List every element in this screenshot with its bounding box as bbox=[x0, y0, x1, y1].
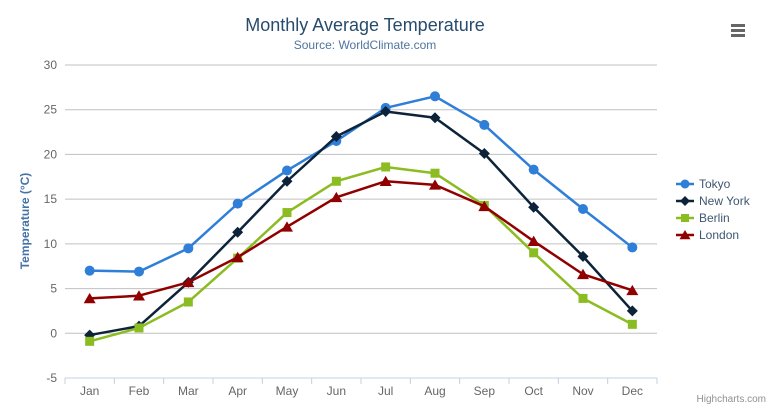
y-axis-title: Temperature (°C) bbox=[18, 172, 32, 270]
square-marker-icon[interactable] bbox=[331, 176, 341, 186]
legend-item-berlin[interactable]: Berlin bbox=[676, 210, 750, 225]
triangle-marker-icon[interactable] bbox=[626, 284, 639, 296]
legend-item-london[interactable]: London bbox=[676, 227, 750, 242]
legend-label: Berlin bbox=[699, 210, 730, 225]
credits-link[interactable]: Highcharts.com bbox=[696, 394, 766, 405]
circle-marker-icon[interactable] bbox=[479, 119, 490, 130]
x-axis-label: Nov bbox=[572, 384, 593, 398]
x-axis-label: Apr bbox=[228, 384, 247, 398]
hamburger-icon bbox=[731, 23, 749, 37]
y-axis-label: 30 bbox=[44, 58, 58, 72]
triangle-marker-icon[interactable] bbox=[133, 290, 145, 301]
triangle-marker-icon[interactable] bbox=[379, 175, 392, 187]
diamond-marker-icon[interactable] bbox=[380, 106, 392, 118]
square-marker-icon[interactable] bbox=[85, 336, 95, 346]
circle-marker-icon[interactable] bbox=[183, 243, 194, 254]
legend-item-new-york[interactable]: New York bbox=[676, 193, 750, 208]
x-axis-label: Sep bbox=[474, 384, 496, 398]
square-marker-icon[interactable] bbox=[681, 213, 689, 222]
triangle-marker-icon[interactable] bbox=[429, 179, 441, 190]
legend-label: New York bbox=[699, 193, 750, 208]
circle-marker-icon[interactable] bbox=[282, 165, 292, 176]
triangle-marker-icon[interactable] bbox=[330, 191, 343, 203]
y-axis-label: -5 bbox=[46, 371, 57, 385]
series-new-york bbox=[84, 106, 638, 341]
chart-title: Monthly Average Temperature bbox=[245, 15, 485, 35]
x-axis-label: Oct bbox=[524, 384, 543, 398]
legend-marker-icon bbox=[676, 213, 694, 222]
chart-subtitle: Source: WorldClimate.com bbox=[293, 38, 437, 52]
diamond-marker-icon[interactable] bbox=[680, 195, 690, 206]
square-marker-icon[interactable] bbox=[282, 208, 292, 218]
square-marker-icon[interactable] bbox=[430, 168, 440, 178]
diamond-marker-icon[interactable] bbox=[330, 131, 342, 143]
circle-marker-icon[interactable] bbox=[84, 265, 95, 276]
circle-marker-icon[interactable] bbox=[627, 242, 638, 253]
x-axis-label: Feb bbox=[129, 384, 150, 398]
diamond-marker-icon[interactable] bbox=[478, 148, 490, 160]
triangle-marker-icon[interactable] bbox=[281, 221, 293, 232]
triangle-marker-icon[interactable] bbox=[478, 200, 491, 212]
x-axis-label: Dec bbox=[622, 384, 643, 398]
x-axis-label: Jun bbox=[327, 384, 346, 398]
triangle-marker-icon[interactable] bbox=[182, 276, 195, 288]
circle-marker-icon[interactable] bbox=[232, 198, 243, 209]
y-axis-label: 20 bbox=[44, 147, 58, 161]
square-marker-icon[interactable] bbox=[529, 248, 539, 258]
triangle-marker-icon[interactable] bbox=[83, 292, 96, 304]
x-axis-label: Jul bbox=[378, 384, 393, 398]
legend-label: Tokyo bbox=[699, 176, 731, 191]
x-axis-label: Jan bbox=[80, 384, 99, 398]
y-axis-label: 25 bbox=[44, 103, 58, 117]
diamond-marker-icon[interactable] bbox=[281, 175, 293, 187]
circle-marker-icon[interactable] bbox=[528, 164, 539, 175]
y-axis-label: 15 bbox=[44, 192, 58, 206]
series-line[interactable] bbox=[89, 95, 634, 273]
diamond-marker-icon[interactable] bbox=[429, 112, 441, 124]
y-axis-label: 10 bbox=[44, 237, 58, 251]
legend-item-tokyo[interactable]: Tokyo bbox=[676, 176, 750, 191]
circle-marker-icon[interactable] bbox=[430, 91, 440, 102]
circle-marker-icon[interactable] bbox=[134, 266, 144, 277]
square-marker-icon[interactable] bbox=[578, 293, 588, 303]
series-line[interactable] bbox=[89, 180, 633, 300]
circle-marker-icon[interactable] bbox=[578, 203, 588, 214]
y-axis-label: 0 bbox=[50, 326, 57, 340]
diamond-marker-icon[interactable] bbox=[577, 250, 589, 262]
series-london bbox=[83, 175, 639, 304]
square-marker-icon[interactable] bbox=[183, 297, 193, 307]
export-menu-button[interactable] bbox=[731, 23, 749, 39]
square-marker-icon[interactable] bbox=[134, 323, 144, 333]
legend-marker-icon bbox=[676, 195, 694, 206]
y-axis-label: 5 bbox=[50, 282, 57, 296]
diamond-marker-icon[interactable] bbox=[528, 201, 540, 213]
x-axis-label: May bbox=[276, 384, 299, 398]
square-marker-icon[interactable] bbox=[627, 319, 637, 329]
triangle-marker-icon[interactable] bbox=[231, 251, 244, 263]
legend-label: London bbox=[699, 227, 740, 242]
triangle-marker-icon[interactable] bbox=[577, 268, 589, 280]
x-axis-label: Aug bbox=[424, 384, 445, 398]
legend-marker-icon bbox=[676, 179, 694, 188]
circle-marker-icon[interactable] bbox=[680, 179, 690, 188]
diamond-marker-icon[interactable] bbox=[232, 226, 244, 238]
x-axis-label: Mar bbox=[178, 384, 199, 398]
series-tokyo bbox=[84, 91, 638, 277]
series-line[interactable] bbox=[89, 110, 634, 337]
series-line[interactable] bbox=[89, 165, 633, 343]
legend: Tokyo New York Berlin London bbox=[676, 176, 750, 242]
square-marker-icon[interactable] bbox=[381, 162, 391, 172]
triangle-marker-icon[interactable] bbox=[679, 229, 691, 239]
diamond-marker-icon[interactable] bbox=[626, 305, 638, 317]
legend-marker-icon bbox=[676, 229, 694, 239]
triangle-marker-icon[interactable] bbox=[527, 235, 540, 246]
